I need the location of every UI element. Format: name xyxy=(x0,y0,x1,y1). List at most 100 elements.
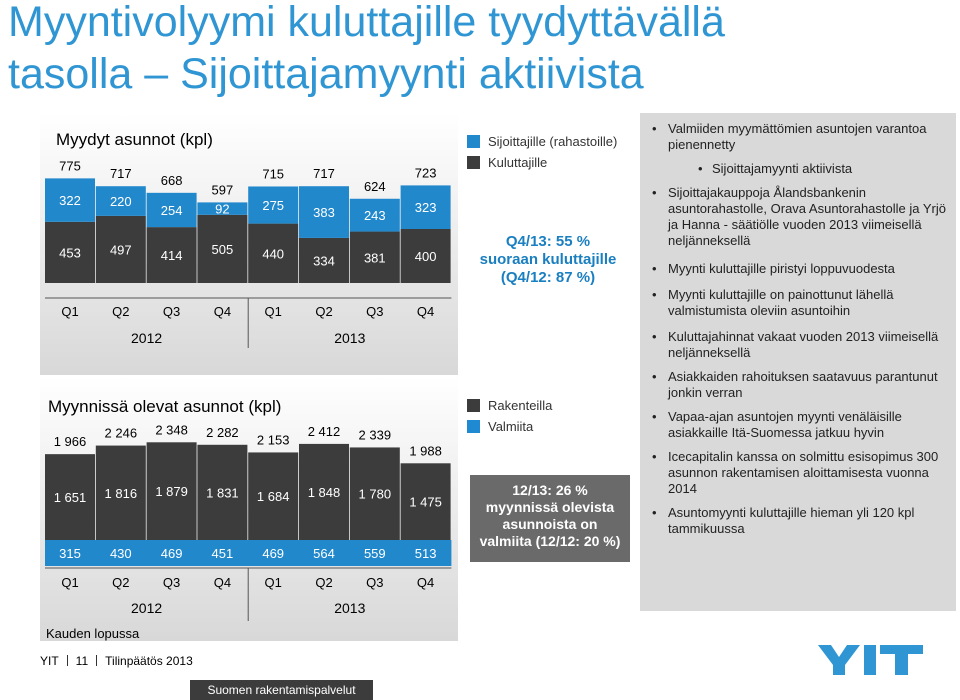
data-label-total: 2 282 xyxy=(206,425,239,440)
data-label-consumers: 453 xyxy=(59,245,81,260)
legend-label-consumers: Kuluttajille xyxy=(488,155,548,170)
x-tick-label: Q4 xyxy=(214,304,231,319)
x-tick-label: Q1 xyxy=(61,304,78,319)
footer-document: Tilinpäätös 2013 xyxy=(105,654,193,668)
data-label-investors: 92 xyxy=(215,202,229,217)
bar-under-construction xyxy=(299,443,349,540)
legend-item-consumers: Kuluttajille xyxy=(467,155,547,170)
bar-under-construction xyxy=(95,445,146,540)
year-label: 2012 xyxy=(131,600,162,616)
bar-investors xyxy=(349,198,400,232)
callout-line: valmiita (12/12: 20 %) xyxy=(479,533,621,549)
x-tick-label: Q1 xyxy=(61,575,78,590)
data-label-total: 1 988 xyxy=(409,443,442,458)
x-tick-label: Q2 xyxy=(315,304,332,319)
bar-consumers xyxy=(95,215,146,283)
bullet-item: Icecapitalin kanssa on solmittu esisopim… xyxy=(646,449,952,497)
bar-investors xyxy=(248,186,299,224)
legend-swatch-ready xyxy=(467,420,480,433)
for-sale-title-text: Myynnissä olevat asunnot xyxy=(48,397,244,416)
data-label-consumers: 505 xyxy=(212,242,234,257)
for-sale-title-unit: (kpl) xyxy=(248,397,282,416)
data-label-total: 1 966 xyxy=(54,434,87,449)
bullet-item: Myynti kuluttajille on painottunut lähel… xyxy=(646,287,952,319)
data-label-ready: 469 xyxy=(262,546,284,561)
for-sale-chart: 315 1 651 1 966 Q1 430 1 816 2 246 Q2 469 1 879 2 … xyxy=(45,422,452,621)
data-label-investors: 220 xyxy=(110,194,132,209)
x-tick-label: Q3 xyxy=(366,304,383,319)
legend-item-investors: Sijoittajille (rahastoille) xyxy=(467,134,617,149)
x-tick-label: Q3 xyxy=(163,304,180,319)
footer-page-number: 11 xyxy=(75,654,89,668)
bullet-item: Asuntomyynti kuluttajille hieman yli 120… xyxy=(646,505,952,537)
bullet-item: Vapaa-ajan asuntojen myynti venäläisille… xyxy=(646,409,952,441)
data-label-total: 2 339 xyxy=(359,427,392,442)
bar-under-construction xyxy=(349,447,400,540)
data-label-investors: 275 xyxy=(262,198,284,213)
callout-line: (Q4/12: 87 %) xyxy=(500,269,596,286)
data-label-total: 2 348 xyxy=(155,422,188,437)
sold-units-chart: 453 322 775 Q1 497 220 717 Q2 414 254 668 Q3 505 92 59… xyxy=(45,158,452,348)
data-label-total: 668 xyxy=(161,173,183,188)
x-tick-label: Q1 xyxy=(265,304,282,319)
data-label-total: 624 xyxy=(364,179,386,194)
bar-consumers xyxy=(248,223,299,283)
data-label-under-construction: 1 831 xyxy=(206,485,239,500)
bar-consumers xyxy=(400,229,451,283)
data-label-ready: 430 xyxy=(110,546,132,561)
sold-units-title-text: Myydyt asunnot xyxy=(56,130,176,149)
legend-label-investors: Sijoittajille (rahastoille) xyxy=(488,134,618,149)
data-label-ready: 451 xyxy=(212,546,234,561)
bar-consumers xyxy=(146,227,197,283)
footer-division-bar: Suomen rakentamispalvelut xyxy=(190,680,373,700)
bar-under-construction xyxy=(400,463,451,540)
data-label-under-construction: 1 651 xyxy=(54,490,87,505)
x-tick-label: Q4 xyxy=(214,575,231,590)
title-line-1: Myyntivolyymi kuluttajille tyydyttävällä xyxy=(8,0,725,46)
legend-swatch-consumers xyxy=(467,156,480,169)
legend-swatch-investors xyxy=(467,135,480,148)
sold-units-title: Myydyt asunnot (kpl) xyxy=(56,130,213,150)
bar-investors xyxy=(400,185,451,229)
data-label-consumers: 381 xyxy=(364,250,386,265)
period-end-note: Kauden lopussa xyxy=(46,626,140,641)
footer-separator xyxy=(66,655,68,666)
data-label-total: 717 xyxy=(110,166,132,181)
bar-under-construction xyxy=(248,452,299,540)
year-label: 2013 xyxy=(334,600,365,616)
slide-title: Myyntivolyymi kuluttajille tyydyttävällä… xyxy=(8,0,948,100)
bar-investors xyxy=(95,186,146,216)
ready-share-callout: 12/13: 26 % myynnissä olevista asunnoist… xyxy=(470,475,630,562)
bar-under-construction xyxy=(45,454,95,540)
ready-band xyxy=(45,540,452,566)
data-label-total: 723 xyxy=(415,165,437,180)
for-sale-title: Myynnissä olevat asunnot (kpl) xyxy=(48,397,281,417)
bar-consumers xyxy=(197,214,248,283)
bar-under-construction xyxy=(197,444,248,540)
x-tick-label: Q3 xyxy=(163,575,180,590)
data-label-under-construction: 1 879 xyxy=(155,484,188,499)
data-label-ready: 315 xyxy=(59,546,81,561)
callout-line: suoraan kuluttajille xyxy=(479,251,617,268)
bullet-list: Valmiiden myymättömien asuntojen varanto… xyxy=(646,121,952,537)
bar-consumers xyxy=(45,221,95,283)
data-label-ready: 559 xyxy=(364,546,386,561)
consumer-share-callout: Q4/13: 55 % suoraan kuluttajille (Q4/12:… xyxy=(462,233,634,287)
data-label-under-construction: 1 780 xyxy=(359,487,392,502)
bar-investors xyxy=(299,186,349,238)
data-label-investors: 323 xyxy=(415,200,437,215)
data-label-consumers: 497 xyxy=(110,242,132,257)
data-label-consumers: 400 xyxy=(415,249,437,264)
year-label: 2012 xyxy=(131,330,162,346)
bar-under-construction xyxy=(146,442,197,540)
data-label-total: 2 412 xyxy=(308,424,341,439)
bar-investors xyxy=(146,192,197,228)
callout-line: myynnissä olevista xyxy=(485,499,615,515)
bullet-item: Asiakkaiden rahoituksen saatavuus parant… xyxy=(646,369,952,401)
bar-consumers xyxy=(299,237,349,283)
bullet-item: Valmiiden myymättömien asuntojen varanto… xyxy=(646,121,952,153)
data-label-investors: 322 xyxy=(59,193,81,208)
x-tick-label: Q2 xyxy=(112,575,129,590)
legend-label-ready: Valmiita xyxy=(488,419,534,434)
data-label-total: 597 xyxy=(212,182,234,197)
